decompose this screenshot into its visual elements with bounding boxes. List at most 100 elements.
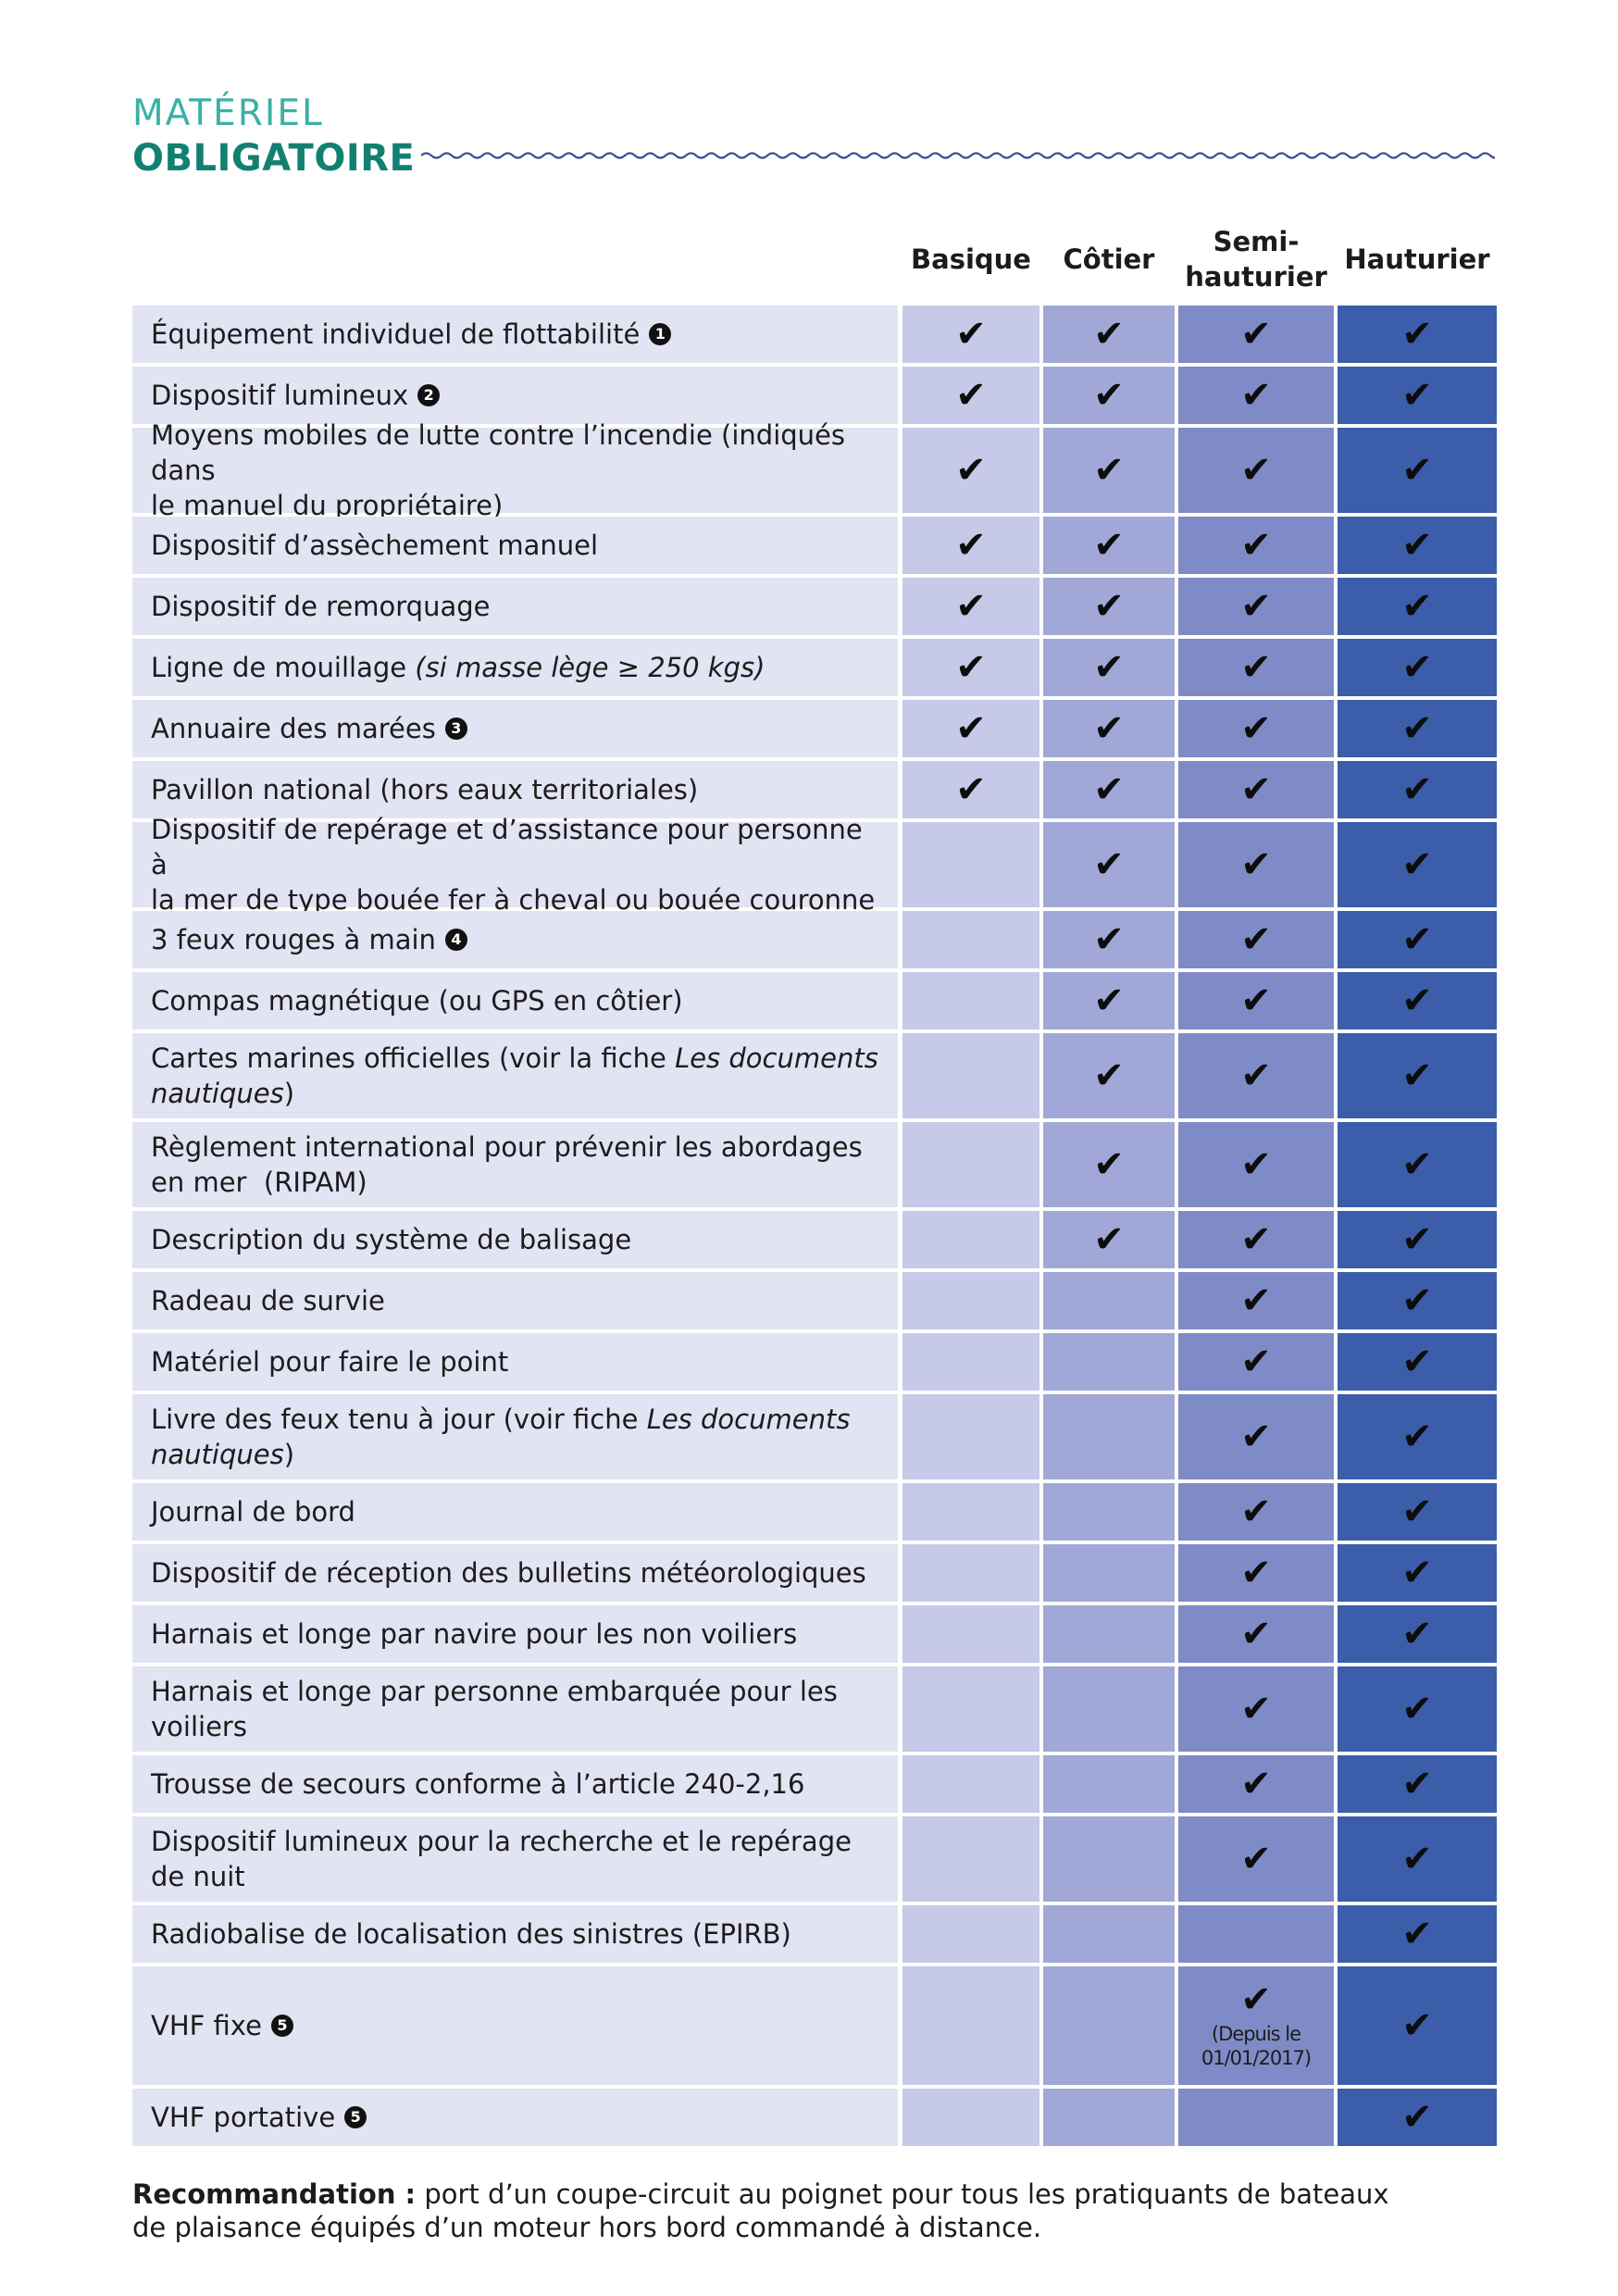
row-label-cell: Radiobalise de localisation des sinistre… xyxy=(132,1905,898,1963)
row-label-text: Trousse de secours conforme à l’article … xyxy=(151,1768,805,1800)
cell-cotier: ✔ xyxy=(1043,1033,1175,1118)
checkmark-icon: ✔ xyxy=(1240,918,1272,961)
checkmark-icon: ✔ xyxy=(955,374,987,417)
checkmark-icon: ✔ xyxy=(1093,585,1125,628)
row-label: Pavillon national (hors eaux territorial… xyxy=(151,772,698,807)
row-label: Règlement international pour prévenir le… xyxy=(151,1129,863,1200)
row-label-cell: VHF portative 5 xyxy=(132,2089,898,2146)
cell-basique xyxy=(902,822,1039,907)
checkmark-icon: ✔ xyxy=(1240,585,1272,628)
row-label: Harnais et longe par navire pour les non… xyxy=(151,1616,797,1652)
row-label: Journal de bord xyxy=(151,1494,355,1529)
row-label: Livre des feux tenu à jour (voir fiche L… xyxy=(151,1402,850,1472)
cell-hauturier: ✔ xyxy=(1338,972,1497,1029)
cell-cotier: ✔ xyxy=(1043,1211,1175,1268)
checkmark-icon: ✔ xyxy=(1240,980,1272,1022)
checkmark-icon: ✔ xyxy=(1093,707,1125,750)
cell-basique xyxy=(902,1966,1039,2085)
row-label: Équipement individuel de flottabilité 1 xyxy=(151,317,672,352)
table-row: Trousse de secours conforme à l’article … xyxy=(0,1755,1618,1813)
cell-hauturier: ✔ xyxy=(1338,1605,1497,1663)
cell-semi-hauturier: ✔ xyxy=(1178,911,1334,968)
recommendation-text: port d’un coupe-circuit au poignet pour … xyxy=(132,2178,1389,2243)
cell-semi-hauturier: ✔ xyxy=(1178,1333,1334,1391)
cell-basique xyxy=(902,1211,1039,1268)
row-label-cell: Ligne de mouillage (si masse lège ≥ 250 … xyxy=(132,639,898,696)
checkmark-icon: ✔ xyxy=(1401,585,1433,628)
footnote-badge: 5 xyxy=(270,2015,293,2037)
cell-cotier: ✔ xyxy=(1043,1122,1175,1207)
cell-cotier: ✔ xyxy=(1043,822,1175,907)
cell-cotier: ✔ xyxy=(1043,972,1175,1029)
row-label: Dispositif lumineux 2 xyxy=(151,378,441,413)
table-row: Moyens mobiles de lutte contre l’incendi… xyxy=(0,419,1618,521)
cell-cotier: ✔ xyxy=(1043,761,1175,818)
checkmark-icon: ✔ xyxy=(955,646,987,689)
row-label-text: Radeau de survie xyxy=(151,1285,385,1316)
checkmark-icon: ✔ xyxy=(1401,374,1433,417)
row-label: VHF fixe 5 xyxy=(151,2008,293,2043)
cell-hauturier: ✔ xyxy=(1338,1211,1497,1268)
row-label: VHF portative 5 xyxy=(151,2100,367,2135)
row-label-text: Dispositif de remorquage xyxy=(151,591,491,622)
checkmark-icon: ✔ xyxy=(1240,1143,1272,1186)
row-label-text: Harnais et longe par navire pour les non… xyxy=(151,1618,798,1650)
checkmark-icon: ✔ xyxy=(1240,1054,1272,1097)
row-label-text: Matériel pour faire le point xyxy=(151,1346,509,1378)
row-label-text: Compas magnétique (ou GPS en côtier) xyxy=(151,985,683,1017)
checkmark-icon: ✔ xyxy=(1093,918,1125,961)
row-label-italic: (si masse lège ≥ 250 kgs) xyxy=(415,652,765,683)
checkmark-icon: ✔ xyxy=(1401,707,1433,750)
cell-semi-hauturier: ✔ (Depuis le 01/01/2017) xyxy=(1178,1966,1334,2085)
checkmark-icon: ✔ xyxy=(1401,313,1433,356)
row-label-cell: 3 feux rouges à main 4 xyxy=(132,911,898,968)
checkmark-icon: ✔ xyxy=(1240,1613,1272,1655)
cell-semi-hauturier: ✔ xyxy=(1178,972,1334,1029)
cell-semi-hauturier: ✔ xyxy=(1178,306,1334,363)
cell-basique xyxy=(902,1816,1039,1902)
table-row: Dispositif lumineux pour la recherche et… xyxy=(0,1816,1618,1902)
table-row: Cartes marines officielles (voir la fich… xyxy=(0,1033,1618,1118)
cell-semi-hauturier: ✔ xyxy=(1178,578,1334,635)
row-label-cell: Journal de bord xyxy=(132,1483,898,1541)
row-label-text: Dispositif lumineux pour la recherche et… xyxy=(151,1826,852,1892)
footnote-badge: 1 xyxy=(649,323,672,345)
cell-hauturier: ✔ xyxy=(1338,911,1497,968)
cell-basique: ✔ xyxy=(902,578,1039,635)
row-label-after: ) xyxy=(283,1439,295,1470)
footnote-badge: 4 xyxy=(444,929,467,951)
table-row: 3 feux rouges à main 4 ✔ ✔ ✔ xyxy=(0,911,1618,968)
checkmark-icon: ✔ xyxy=(1093,980,1125,1022)
cell-semi-hauturier xyxy=(1178,2089,1334,2146)
table-row: Livre des feux tenu à jour (voir fiche L… xyxy=(0,1394,1618,1479)
checkmark-icon: ✔ xyxy=(1401,1838,1433,1880)
table-row: Harnais et longe par navire pour les non… xyxy=(0,1605,1618,1663)
cell-hauturier: ✔ xyxy=(1338,1483,1497,1541)
checkmark-icon: ✔ xyxy=(1240,524,1272,567)
cell-basique: ✔ xyxy=(902,367,1039,424)
row-label-text: Moyens mobiles de lutte contre l’incendi… xyxy=(151,419,846,521)
table-row: Dispositif de repérage et d’assistance p… xyxy=(0,814,1618,916)
row-label-after: ) xyxy=(283,1078,295,1109)
row-label-cell: Cartes marines officielles (voir la fich… xyxy=(132,1033,898,1118)
page-title-line2: OBLIGATOIRE xyxy=(132,137,416,180)
checkmark-icon: ✔ xyxy=(1401,2004,1433,2047)
checkmark-icon: ✔ xyxy=(1401,1416,1433,1458)
checkmark-icon: ✔ xyxy=(1240,1688,1272,1730)
checkmark-icon: ✔ xyxy=(1093,1143,1125,1186)
row-label-text: Pavillon national (hors eaux territorial… xyxy=(151,774,699,805)
table-row: Dispositif de remorquage ✔ ✔ ✔ ✔ xyxy=(0,578,1618,635)
checkmark-icon: ✔ xyxy=(1240,1552,1272,1594)
row-label: Dispositif de repérage et d’assistance p… xyxy=(151,812,885,917)
row-label-cell: Harnais et longe par personne embarquée … xyxy=(132,1666,898,1752)
row-label-text: Ligne de mouillage xyxy=(151,652,416,683)
row-label-text: Règlement international pour prévenir le… xyxy=(151,1131,863,1198)
cell-semi-hauturier: ✔ xyxy=(1178,1605,1334,1663)
cell-hauturier: ✔ xyxy=(1338,1816,1497,1902)
cell-semi-hauturier: ✔ xyxy=(1178,700,1334,757)
cell-cotier: ✔ xyxy=(1043,367,1175,424)
cell-hauturier: ✔ xyxy=(1338,1394,1497,1479)
cell-cotier xyxy=(1043,1483,1175,1541)
row-label-italic: Les documents nautiques xyxy=(151,1404,851,1470)
cell-cotier xyxy=(1043,1816,1175,1902)
